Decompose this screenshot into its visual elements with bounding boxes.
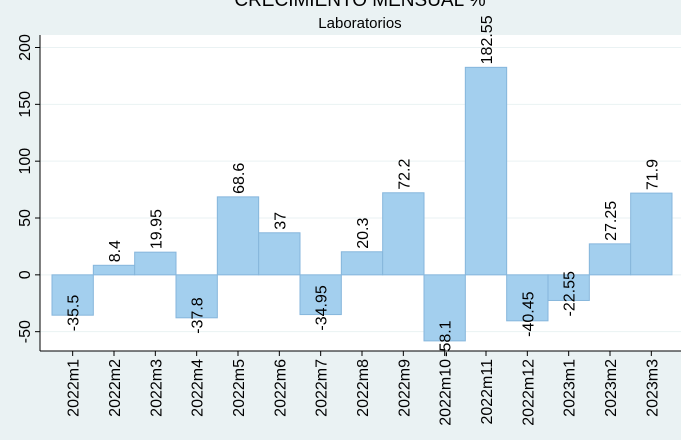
chart-title: CRECIMIENTO MENSUAL % [234,0,485,11]
data-label: -35.5 [66,295,83,332]
y-tick-label: 200 [17,34,34,61]
y-tick-label: -50 [17,320,34,343]
data-label: -37.8 [190,297,207,334]
x-tick-label: 2022m7 [314,359,331,417]
x-tick-label: 2023m1 [562,359,579,417]
bar [547,274,590,301]
x-tick-label: 2023m2 [603,359,620,417]
y-tick-label: 100 [17,148,34,175]
data-label: 182.55 [479,15,496,64]
x-tick-label: 2022m1 [66,359,83,417]
data-label: 27.25 [603,201,620,241]
bar [423,274,466,342]
bar [216,196,260,276]
data-label: -22.55 [562,271,579,316]
y-tick-label: 0 [17,270,34,279]
data-label: 71.9 [644,159,661,190]
bar [134,251,177,276]
y-tick-label: 150 [17,91,34,118]
data-label: 37 [272,212,289,230]
x-tick-label: 2023m3 [644,359,661,417]
x-tick-label: 2022m6 [272,359,289,417]
data-label: -40.45 [520,291,537,336]
data-label: 68.6 [231,163,248,194]
bar [588,243,632,276]
y-tick-label: 50 [17,209,34,227]
bar [299,274,342,316]
bar [92,264,136,276]
data-label: 72.2 [396,159,413,190]
data-label: 19.95 [148,209,165,249]
x-tick-label: 2022m10 [438,359,455,426]
x-tick-label: 2022m3 [148,359,165,417]
chart-subtitle: Laboratorios [318,15,401,32]
x-tick-label: 2022m4 [190,359,207,417]
x-tick-label: 2022m5 [231,359,248,417]
bar [51,274,94,316]
bar [506,274,549,322]
data-label: 20.3 [355,218,372,249]
data-label: -34.95 [314,285,331,330]
bar [258,232,301,276]
bar [464,66,508,276]
data-label: -58.1 [438,320,455,357]
data-label: 8.4 [107,240,124,262]
x-tick-label: 2022m12 [520,359,537,426]
plot-area [40,35,681,351]
bar [340,251,384,276]
bar [175,274,218,319]
x-tick-label: 2022m9 [396,359,413,417]
x-tick-label: 2022m11 [479,359,496,425]
x-tick-label: 2022m8 [355,359,372,417]
bar [382,192,425,276]
bar [630,192,673,276]
x-tick-label: 2022m2 [107,359,124,417]
